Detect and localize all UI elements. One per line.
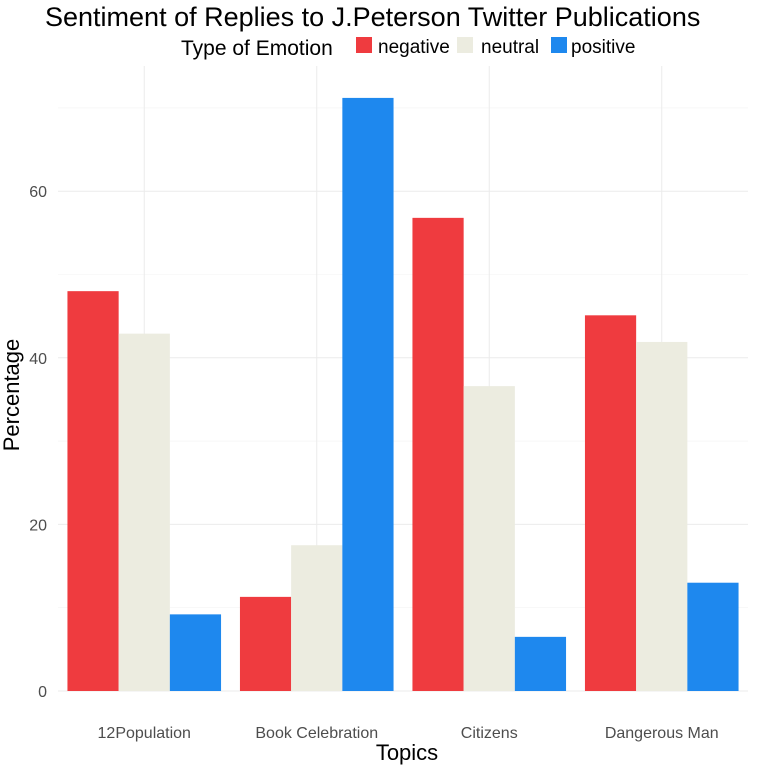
legend-key-neutral [457,37,473,53]
legend-label-negative: negative [378,37,450,58]
legend-label-neutral: neutral [481,37,539,58]
bar-positive-1 [169,614,222,691]
y-tick-label: 20 [29,517,47,534]
chart-title: Sentiment of Replies to J.Peterson Twitt… [45,2,700,32]
bars [67,97,739,692]
x-tick-label: Book Celebration [255,725,378,742]
legend-key-positive [551,37,567,53]
x-tick-label: Citizens [461,725,518,742]
bar-neutral-3 [463,386,515,691]
legend-key-negative [356,37,372,53]
y-tick-label: 60 [29,184,47,201]
bar-positive-3 [514,636,567,691]
y-axis-ticks: 0 20 40 60 [29,184,47,701]
x-tick-label: 12Population [98,725,191,742]
x-tick-label: Dangerous Man [605,725,719,742]
bar-positive-2 [342,97,394,692]
legend-title: Type of Emotion [181,37,333,60]
y-tick-label: 40 [29,351,47,368]
legend-label-positive: positive [571,37,635,58]
bar-neutral-4 [636,341,688,691]
bar-positive-4 [687,582,739,691]
legend: Type of Emotion negative neutral positive [181,37,635,60]
bar-negative-3 [412,217,464,691]
bar-negative-4 [584,315,637,691]
x-axis-ticks: 12Population Book Celebration Citizens Dang… [98,725,719,742]
y-axis-title: Percentage [0,339,24,452]
bar-neutral-1 [118,333,170,691]
bar-neutral-2 [291,545,343,691]
y-tick-label: 0 [38,684,47,701]
bar-negative-2 [239,596,292,691]
bar-negative-1 [67,291,119,691]
x-axis-title: Topics [376,740,438,765]
